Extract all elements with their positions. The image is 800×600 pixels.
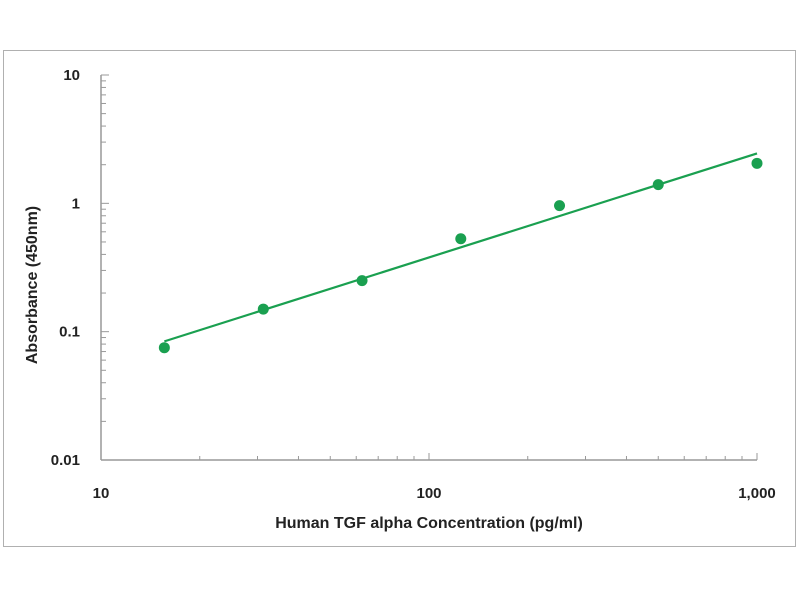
y-tick-label: 0.1 [59,324,80,341]
y-tick-label: 0.01 [51,452,80,469]
y-tick-label: 1 [72,195,80,212]
data-point [158,342,170,354]
x-axis-label: Human TGF alpha Concentration (pg/ml) [275,515,583,532]
y-tick-label: 10 [63,67,80,84]
x-tick-label: 1,000 [738,485,776,502]
y-axis-label: Absorbance (450nm) [24,206,41,364]
data-point [455,233,467,245]
data-point [652,179,664,191]
data-point [554,200,566,212]
x-tick-label: 100 [416,485,441,502]
fit-line [164,152,758,343]
chart-frame [3,50,796,547]
data-point [751,157,763,169]
data-point [356,275,368,287]
x-tick-label: 10 [93,485,110,502]
data-point [257,303,269,315]
